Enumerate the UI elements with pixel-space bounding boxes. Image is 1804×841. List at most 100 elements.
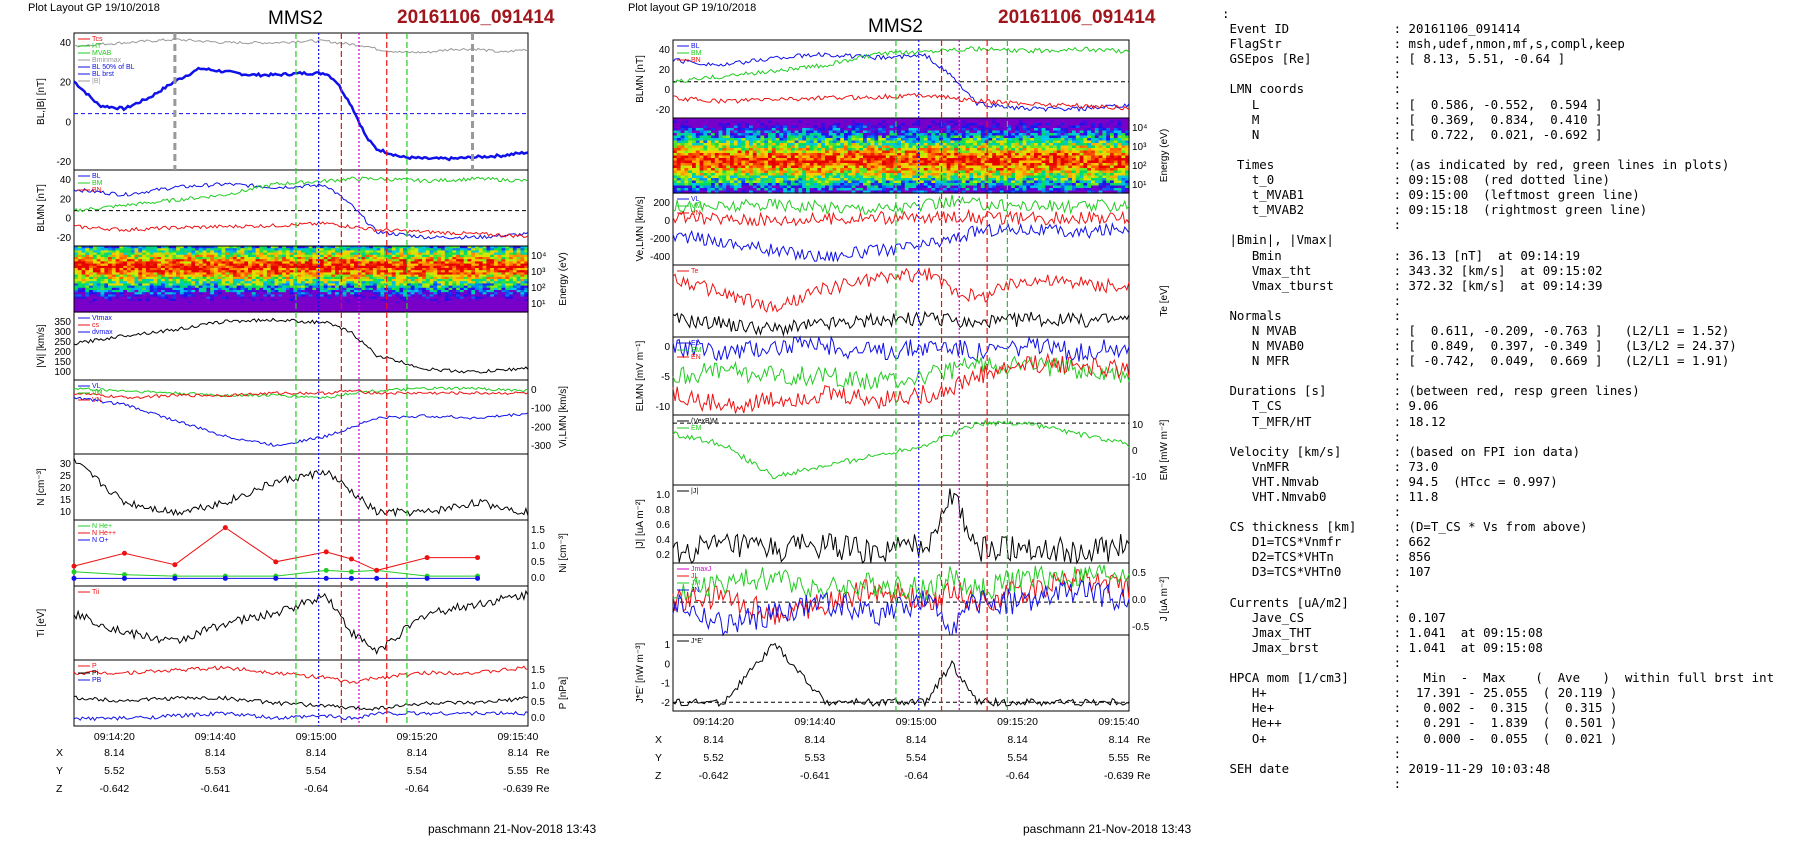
left-3-cell	[248, 296, 253, 300]
left-3-cell	[251, 294, 257, 298]
left-3-cell	[244, 303, 249, 306]
left-3-cell	[111, 309, 117, 313]
right-2-cell	[840, 133, 845, 137]
left-3-cell	[410, 254, 416, 258]
left-3-cell	[441, 268, 446, 271]
left-3-cell	[168, 296, 173, 300]
left-3-cell	[463, 257, 469, 260]
left-3-cell	[354, 261, 359, 265]
left-3-cell	[96, 259, 102, 262]
left-3-cell	[244, 279, 249, 282]
left-3-cell	[512, 287, 518, 291]
left-3-cell	[198, 246, 204, 249]
left-3-cell	[406, 287, 412, 291]
left-3-cell	[509, 303, 514, 306]
left-6-ytick: 25	[60, 471, 72, 482]
left-3-cell	[183, 298, 189, 302]
left-3-cell	[130, 305, 136, 309]
left-3-cell	[357, 294, 363, 298]
left-3-cell	[463, 276, 469, 280]
right-2-cell	[1121, 138, 1126, 142]
left-7-ytick: 1.0	[531, 541, 545, 552]
right-2-cell	[745, 140, 750, 144]
left-3-cell	[350, 290, 355, 293]
left-3-cell	[463, 307, 469, 311]
left-3-cell	[335, 298, 340, 302]
left-3-cell	[437, 254, 442, 258]
left-3-cell	[505, 279, 510, 282]
left-3-cell	[471, 298, 476, 302]
right-2-cell	[1121, 118, 1126, 122]
left-3-cell	[478, 307, 484, 311]
left-3-cell	[346, 257, 351, 260]
left-3-cell	[391, 263, 397, 267]
left-3-cell	[168, 281, 173, 284]
left-3-cell	[161, 252, 166, 256]
left-3-cell	[104, 279, 109, 282]
left-3-cell	[134, 252, 139, 256]
right-2-cell	[1037, 128, 1043, 132]
left-3-cell	[456, 254, 461, 258]
right-2-cell	[771, 135, 777, 139]
left-3-cell	[365, 268, 370, 271]
left-3-cell	[195, 257, 200, 260]
right-2-cell	[1060, 125, 1065, 129]
left-3-cell	[92, 283, 98, 287]
left-3-cell	[520, 298, 525, 302]
right-2-cell	[798, 130, 803, 134]
right-2-cell	[1113, 135, 1119, 139]
left-3-cell	[410, 279, 416, 282]
left-3-cell	[512, 296, 518, 300]
right-2-cell	[764, 138, 769, 142]
left-3-cell	[266, 296, 272, 300]
left-3-cell	[452, 270, 457, 273]
left-3-cell	[130, 303, 136, 306]
right-2-cell	[684, 133, 689, 137]
left-3-cell	[240, 285, 245, 289]
right-2-cell	[802, 128, 807, 132]
left-3-cell	[509, 285, 514, 289]
left-3-cell	[206, 292, 211, 295]
left-3-cell	[274, 283, 279, 287]
left-3-cell	[96, 252, 102, 256]
left-3-cell	[444, 301, 450, 304]
right-2-cell	[942, 140, 948, 144]
left-3-cell	[509, 290, 514, 293]
left-3-cell	[497, 283, 503, 287]
left-3-cell	[441, 294, 446, 298]
left-3-cell	[251, 263, 257, 267]
right-2-cell	[920, 140, 925, 144]
left-3-cell	[115, 261, 120, 265]
left-3-cell	[74, 307, 79, 311]
left-3-cell	[369, 303, 374, 306]
left-3-cell	[403, 250, 408, 254]
left-3-cell	[285, 270, 291, 273]
left-3-cell	[493, 296, 499, 300]
left-pos-value: 8.14	[508, 747, 529, 759]
left-3-cell	[236, 294, 242, 298]
left-3-cell	[369, 287, 374, 291]
right-2-cell	[1018, 125, 1024, 129]
left-3-cell	[138, 257, 143, 260]
right-2-cell	[1075, 125, 1081, 129]
left-3-cell	[444, 281, 450, 284]
left-3-cell	[164, 303, 170, 306]
left-3-cell	[161, 285, 166, 289]
right-2-cell	[1030, 133, 1035, 137]
right-2-cell	[817, 123, 822, 127]
left-3-cell	[142, 250, 147, 254]
left-3-cell	[425, 261, 431, 265]
left-3-cell	[236, 270, 242, 273]
left-3-cell	[490, 296, 495, 300]
right-2-cell	[726, 118, 731, 122]
left-3-cell	[448, 254, 453, 258]
left-3-cell	[240, 261, 245, 265]
right-2-cell	[832, 140, 837, 144]
left-3-cell	[229, 303, 234, 306]
left-9-frame	[73, 659, 529, 727]
left-3-cell	[217, 268, 223, 271]
left-3-cell	[214, 305, 219, 309]
left-3-cell	[282, 265, 287, 269]
left-3-cell	[391, 305, 397, 309]
left-3-cell	[232, 290, 238, 293]
